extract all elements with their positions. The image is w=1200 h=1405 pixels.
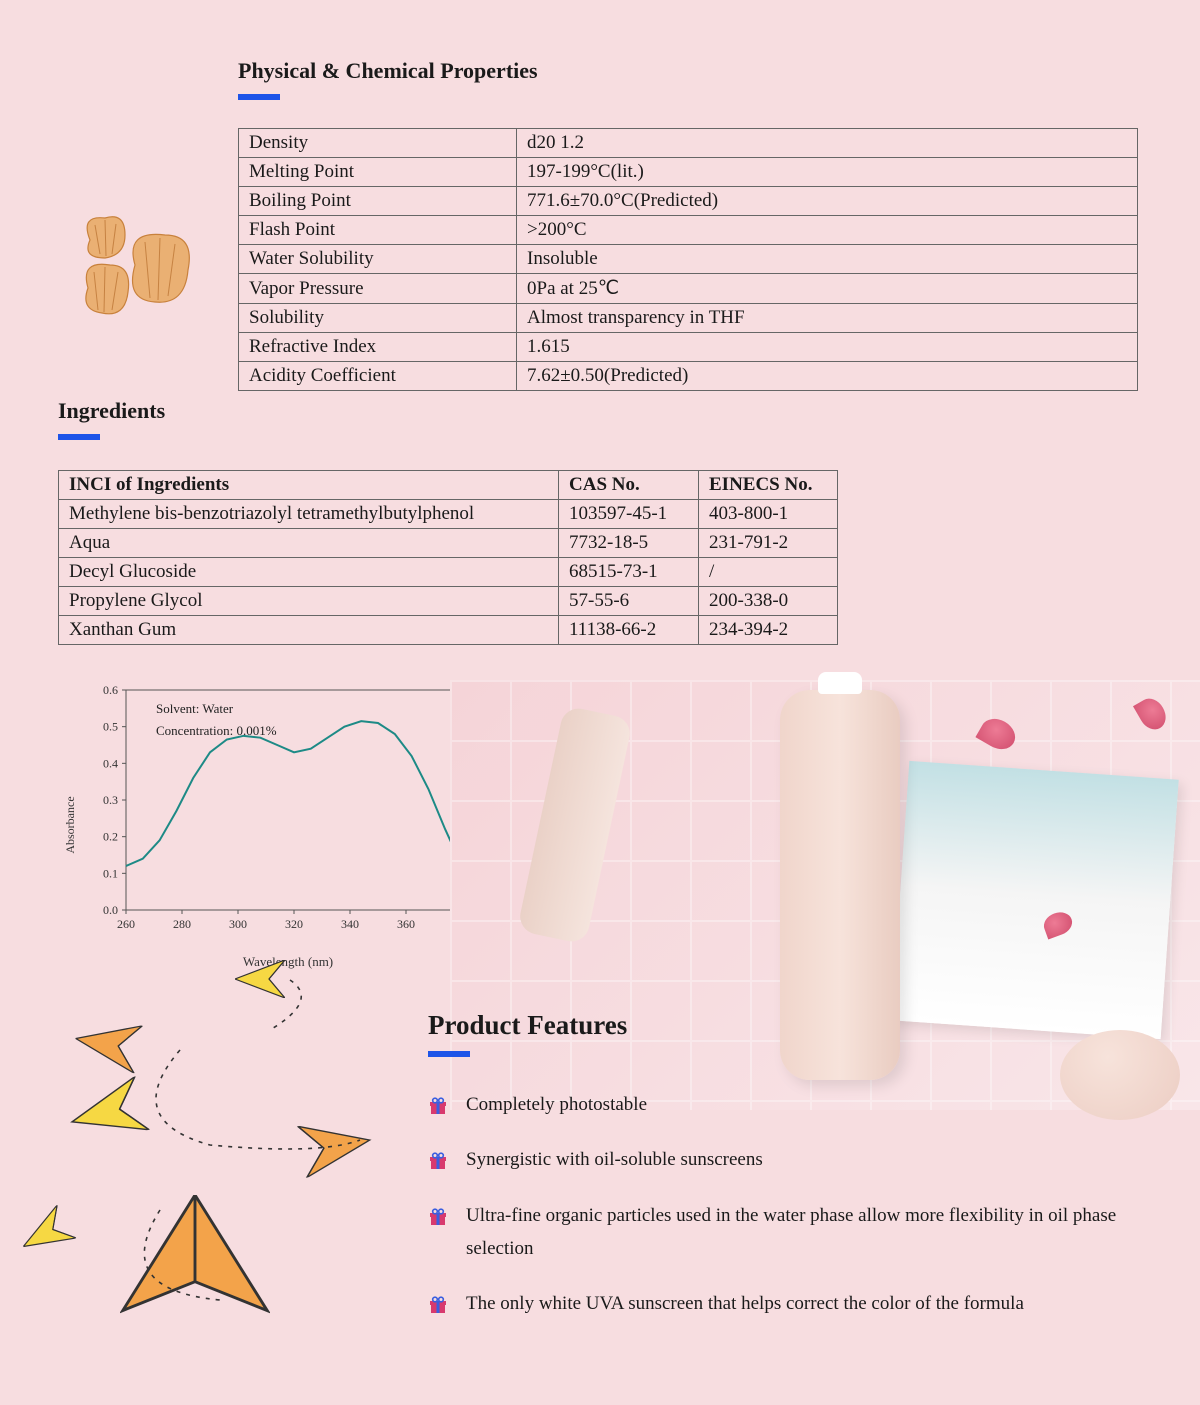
svg-text:0.0: 0.0 (103, 903, 118, 917)
ingredients-table: INCI of Ingredients CAS No. EINECS No. M… (58, 470, 838, 645)
ingredients-heading: Ingredients (58, 398, 165, 440)
col-inci: INCI of Ingredients (59, 471, 559, 500)
col-cas: CAS No. (559, 471, 699, 500)
prop-value: 7.62±0.50(Predicted) (517, 362, 1138, 391)
features-list: Completely photostable Synergistic with o… (428, 1088, 1148, 1342)
cell-inci: Methylene bis-benzotriazolyl tetramethyl… (59, 500, 559, 529)
prop-value: Insoluble (517, 245, 1138, 274)
table-row: Xanthan Gum11138-66-2234-394-2 (59, 616, 838, 645)
svg-text:0.1: 0.1 (103, 866, 118, 880)
cell-inci: Decyl Glucoside (59, 558, 559, 587)
prop-value: 197-199°C(lit.) (517, 158, 1138, 187)
table-row: Refractive Index1.615 (239, 333, 1138, 362)
prop-key: Boiling Point (239, 187, 517, 216)
table-row: Water SolubilityInsoluble (239, 245, 1138, 274)
table-row: Acidity Coefficient7.62±0.50(Predicted) (239, 362, 1138, 391)
table-row: Densityd20 1.2 (239, 129, 1138, 158)
properties-heading: Physical & Chemical Properties (238, 58, 538, 100)
gift-icon (428, 1094, 448, 1114)
chart-annotation: Solvent: Water Concentration: 0.001% (156, 698, 277, 742)
chart-note-concentration: Concentration: 0.001% (156, 720, 277, 742)
prop-value: 1.615 (517, 333, 1138, 362)
svg-text:0.4: 0.4 (103, 756, 118, 770)
svg-text:320: 320 (285, 917, 303, 931)
svg-text:280: 280 (173, 917, 191, 931)
features-heading: Product Features (428, 1010, 627, 1057)
prop-key: Refractive Index (239, 333, 517, 362)
ingredients-title: Ingredients (58, 398, 165, 424)
plane-trail-icon (60, 970, 420, 1330)
table-row: Methylene bis-benzotriazolyl tetramethyl… (59, 500, 838, 529)
prop-value: >200°C (517, 216, 1138, 245)
table-row: Flash Point>200°C (239, 216, 1138, 245)
cell-cas: 68515-73-1 (559, 558, 699, 587)
chart-ylabel: Absorbance (63, 796, 78, 853)
table-row: Propylene Glycol57-55-6200-338-0 (59, 587, 838, 616)
prop-value: 771.6±70.0°C(Predicted) (517, 187, 1138, 216)
feature-text: Ultra-fine organic particles used in the… (466, 1199, 1148, 1266)
prop-value: Almost transparency in THF (517, 304, 1138, 333)
cell-inci: Propylene Glycol (59, 587, 559, 616)
prop-key: Melting Point (239, 158, 517, 187)
prop-value: d20 1.2 (517, 129, 1138, 158)
svg-text:300: 300 (229, 917, 247, 931)
cell-einecs: / (699, 558, 838, 587)
table-row: Decyl Glucoside68515-73-1/ (59, 558, 838, 587)
cell-cas: 57-55-6 (559, 587, 699, 616)
svg-text:260: 260 (117, 917, 135, 931)
book-prop (891, 761, 1178, 1039)
table-row: Melting Point197-199°C(lit.) (239, 158, 1138, 187)
feature-item: Synergistic with oil-soluble sunscreens (428, 1143, 1148, 1176)
properties-title: Physical & Chemical Properties (238, 58, 538, 84)
gift-icon (428, 1293, 448, 1313)
prop-key: Acidity Coefficient (239, 362, 517, 391)
title-underline (238, 94, 280, 100)
svg-text:0.6: 0.6 (103, 683, 118, 697)
shells-illustration (70, 210, 205, 330)
title-underline (58, 434, 100, 440)
feature-text: The only white UVA sunscreen that helps … (466, 1287, 1024, 1320)
properties-table: Densityd20 1.2Melting Point197-199°C(lit… (238, 128, 1138, 391)
feature-item: Completely photostable (428, 1088, 1148, 1121)
feature-item: Ultra-fine organic particles used in the… (428, 1199, 1148, 1266)
table-row: Vapor Pressure0Pa at 25℃ (239, 274, 1138, 304)
cell-einecs: 403-800-1 (699, 500, 838, 529)
cell-inci: Aqua (59, 529, 559, 558)
svg-text:0.5: 0.5 (103, 720, 118, 734)
bottle-prop (780, 690, 900, 1080)
svg-text:0.3: 0.3 (103, 793, 118, 807)
cell-einecs: 231-791-2 (699, 529, 838, 558)
prop-key: Water Solubility (239, 245, 517, 274)
cell-cas: 103597-45-1 (559, 500, 699, 529)
feature-item: The only white UVA sunscreen that helps … (428, 1287, 1148, 1320)
prop-value: 0Pa at 25℃ (517, 274, 1138, 304)
feature-text: Completely photostable (466, 1088, 647, 1121)
features-title: Product Features (428, 1010, 627, 1041)
prop-key: Solubility (239, 304, 517, 333)
cell-einecs: 234-394-2 (699, 616, 838, 645)
svg-text:360: 360 (397, 917, 415, 931)
table-header-row: INCI of Ingredients CAS No. EINECS No. (59, 471, 838, 500)
col-einecs: EINECS No. (699, 471, 838, 500)
cell-cas: 7732-18-5 (559, 529, 699, 558)
cell-cas: 11138-66-2 (559, 616, 699, 645)
table-row: Boiling Point771.6±70.0°C(Predicted) (239, 187, 1138, 216)
feature-text: Synergistic with oil-soluble sunscreens (466, 1143, 763, 1176)
svg-text:340: 340 (341, 917, 359, 931)
svg-text:0.2: 0.2 (103, 830, 118, 844)
cell-einecs: 200-338-0 (699, 587, 838, 616)
table-row: Aqua7732-18-5231-791-2 (59, 529, 838, 558)
gift-icon (428, 1205, 448, 1225)
prop-key: Vapor Pressure (239, 274, 517, 304)
title-underline (428, 1051, 470, 1057)
cell-inci: Xanthan Gum (59, 616, 559, 645)
prop-key: Flash Point (239, 216, 517, 245)
chart-note-solvent: Solvent: Water (156, 698, 277, 720)
prop-key: Density (239, 129, 517, 158)
table-row: SolubilityAlmost transparency in THF (239, 304, 1138, 333)
gift-icon (428, 1149, 448, 1169)
